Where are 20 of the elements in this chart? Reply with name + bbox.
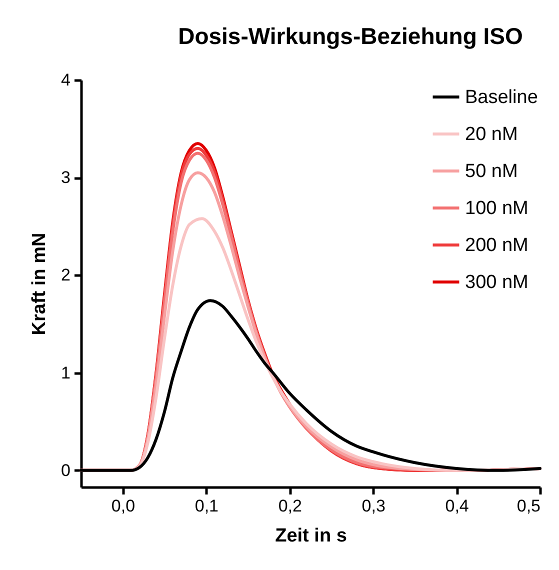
legend-label: 100 nM bbox=[465, 198, 528, 219]
y-axis-title: Kraft in mN bbox=[29, 232, 50, 336]
legend-label: 300 nM bbox=[465, 272, 528, 293]
x-tick-label: 0,2 bbox=[278, 496, 302, 516]
legend-label: 20 nM bbox=[465, 124, 518, 145]
legend-label: 200 nM bbox=[465, 235, 528, 256]
y-tick-label: 2 bbox=[61, 266, 70, 285]
y-tick-label: 0 bbox=[61, 460, 70, 480]
chart-title: Dosis-Wirkungs-Beziehung ISO bbox=[178, 23, 523, 49]
x-tick-label: 0,5 bbox=[516, 496, 540, 516]
x-tick-label: 0,3 bbox=[362, 496, 386, 516]
x-tick-label: 0,4 bbox=[445, 496, 469, 516]
x-tick-label: 0,0 bbox=[111, 496, 136, 516]
legend-label: Baseline bbox=[465, 87, 538, 108]
y-tick-label: 3 bbox=[61, 168, 70, 188]
x-axis-title: Zeit in s bbox=[275, 526, 347, 546]
y-tick-label: 4 bbox=[61, 70, 70, 90]
legend-label: 50 nM bbox=[465, 161, 518, 182]
x-tick-label: 0,1 bbox=[194, 496, 218, 516]
y-tick-label: 1 bbox=[61, 363, 70, 382]
